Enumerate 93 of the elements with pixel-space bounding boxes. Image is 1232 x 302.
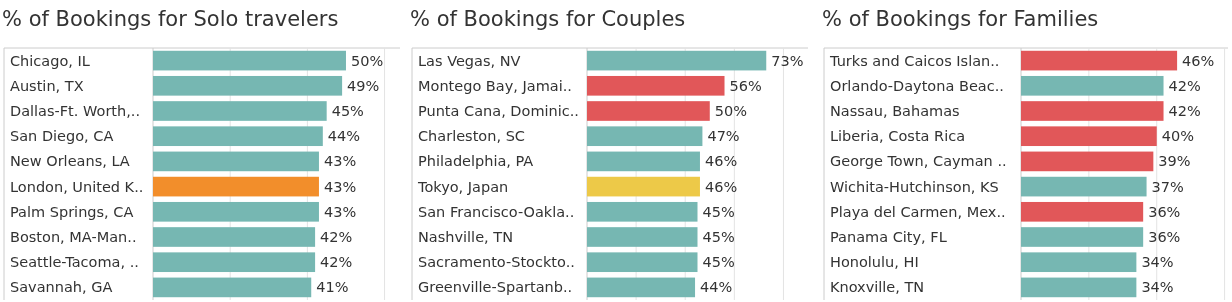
y-tick-label: Wichita-Hutchinson, KS (830, 178, 999, 195)
chart-title: % of Bookings for Couples (410, 7, 686, 31)
y-tick-label: Boston, MA-Man.. (10, 229, 137, 246)
data-label: 50% (350, 52, 384, 69)
y-tick-label: Philadelphia, PA (418, 153, 534, 170)
y-tick-label: Seattle-Tacoma, .. (10, 254, 139, 271)
data-label: 42% (1168, 77, 1201, 94)
bar (153, 126, 323, 147)
bar (153, 176, 319, 197)
y-tick-label: Tokyo, Japan (417, 178, 509, 195)
bar (153, 227, 316, 247)
y-tick-label: New Orleans, LA (10, 153, 130, 170)
data-label: 36% (1148, 203, 1181, 220)
y-tick-label: Turks and Caicos Islan.. (829, 52, 1000, 69)
bar (1021, 176, 1147, 197)
data-label: 44% (700, 279, 733, 296)
y-tick-label: Montego Bay, Jamai.. (418, 77, 572, 94)
bar (153, 277, 312, 298)
bar (1021, 277, 1137, 298)
bar (587, 75, 725, 96)
data-label: 34% (1141, 279, 1174, 296)
y-tick-label: San Francisco-Oakla.. (418, 203, 575, 220)
data-label: 73% (771, 52, 804, 69)
data-label: 46% (704, 153, 738, 170)
bar (1021, 101, 1164, 121)
data-label: 43% (323, 178, 357, 195)
y-tick-label: Palm Springs, CA (10, 203, 134, 220)
data-label: 50% (714, 103, 748, 120)
y-tick-label: Nashville, TN (418, 229, 513, 246)
y-tick-label: Charleston, SC (418, 128, 525, 145)
bar (587, 277, 696, 298)
bar (587, 227, 698, 247)
y-tick-label: Panama City, FL (830, 229, 947, 246)
y-tick-label: Liberia, Costa Rica (830, 128, 966, 145)
bar (587, 176, 700, 197)
data-label: 46% (1182, 52, 1215, 69)
bar (587, 101, 710, 121)
data-label: 45% (331, 103, 364, 120)
bar (1021, 50, 1178, 71)
data-label: 36% (1148, 229, 1181, 246)
y-tick-label: Playa del Carmen, Mex.. (830, 203, 1006, 220)
data-label: 47% (707, 128, 740, 145)
bar (153, 101, 327, 121)
data-label: 45% (702, 229, 735, 246)
bar (153, 201, 319, 222)
y-tick-label: Greenville-Spartanb.. (418, 279, 573, 296)
bar (153, 151, 319, 172)
bar (587, 151, 700, 172)
data-label: 39% (1158, 153, 1191, 170)
bar (153, 75, 343, 96)
bar (1021, 75, 1164, 96)
y-tick-label: Sacramento-Stockto.. (418, 254, 575, 271)
y-tick-label: Chicago, IL (10, 52, 90, 69)
y-tick-label: Austin, TX (10, 77, 84, 94)
data-label: 49% (347, 77, 380, 94)
bar (1021, 126, 1157, 147)
y-tick-label: Savannah, GA (10, 279, 113, 296)
y-tick-label: Orlando-Daytona Beac.. (830, 77, 1004, 94)
bar (153, 50, 346, 71)
y-tick-label: London, United K.. (10, 178, 144, 195)
data-label: 42% (1168, 103, 1201, 120)
y-tick-label: Dallas-Ft. Worth,.. (10, 103, 141, 120)
chart-title: % of Bookings for Families (822, 7, 1099, 31)
y-tick-label: Punta Cana, Dominic.. (418, 103, 579, 120)
data-label: 44% (327, 128, 361, 145)
data-label: 40% (1161, 128, 1194, 145)
chart-title: % of Bookings for Solo travelers (2, 7, 339, 31)
y-tick-label: Nassau, Bahamas (830, 103, 960, 120)
bar (587, 201, 698, 222)
bar (1021, 227, 1144, 247)
y-tick-label: George Town, Cayman .. (830, 153, 1007, 170)
data-label: 46% (704, 178, 738, 195)
data-label: 43% (323, 203, 357, 220)
data-label: 42% (320, 254, 353, 271)
bar (587, 126, 703, 147)
y-tick-label: Las Vegas, NV (418, 52, 521, 69)
bar (153, 252, 316, 273)
data-label: 34% (1141, 254, 1174, 271)
bar (1021, 201, 1144, 222)
bar (587, 252, 698, 273)
data-label: 42% (320, 229, 353, 246)
y-tick-label: Knoxville, TN (830, 279, 925, 296)
bar (587, 50, 767, 71)
y-tick-label: San Diego, CA (10, 128, 114, 145)
data-label: 41% (316, 279, 349, 296)
data-label: 56% (729, 77, 762, 94)
data-label: 45% (702, 203, 735, 220)
bar (1021, 252, 1137, 273)
bar (1021, 151, 1154, 172)
data-label: 37% (1151, 178, 1184, 195)
y-tick-label: Honolulu, HI (830, 254, 919, 271)
data-label: 43% (323, 153, 357, 170)
data-label: 45% (702, 254, 735, 271)
